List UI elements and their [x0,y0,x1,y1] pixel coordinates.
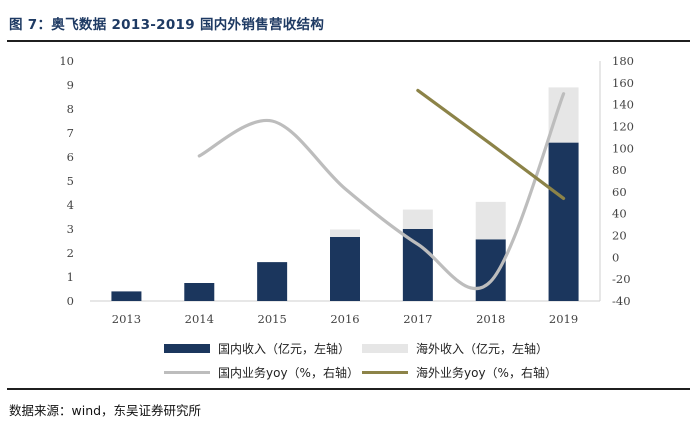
right-axis-tick-label: 40 [612,207,627,221]
figure-title: 图 7：奥飞数据 2013-2019 国内外销售营收结构 [9,17,325,33]
bar-domestic-revenue [402,229,433,301]
right-axis-tick-label: 20 [612,229,627,243]
right-axis-tick-label: 180 [612,54,634,68]
x-axis-tick-label: 2014 [185,312,214,326]
bar-domestic-revenue [111,291,142,301]
x-axis-tick-label: 2015 [258,312,287,326]
left-axis-tick-label: 10 [59,54,74,68]
right-axis-tick-label: 80 [612,163,627,177]
right-axis-tick-label: 120 [612,119,634,133]
bar-overseas-revenue [475,201,506,240]
left-axis-tick-label: 1 [67,270,74,284]
bar-domestic-revenue [548,142,579,301]
right-axis-tick-label: 160 [612,76,634,90]
right-axis-tick-label: -20 [612,272,631,286]
source-note: 数据来源：wind，东吴证券研究所 [9,403,202,418]
x-axis-tick-label: 2018 [476,312,505,326]
bar-domestic-revenue [330,236,360,301]
left-axis-tick-label: 3 [67,222,74,236]
x-axis-tick-label: 2017 [403,312,432,326]
left-axis-tick-label: 5 [67,174,74,188]
left-axis-tick-label: 7 [67,126,74,140]
footer-rule [7,388,690,390]
x-axis-tick-label: 2013 [112,312,141,326]
line-overseas-yoy [416,88,566,201]
left-axis-tick-label: 6 [67,150,74,164]
right-axis-tick-label: -40 [612,294,631,308]
bar-overseas-revenue [330,229,360,237]
bar-overseas-revenue [402,209,433,229]
left-axis-tick-label: 8 [67,102,74,116]
bar-domestic-revenue [257,262,288,301]
left-axis-tick-label: 2 [67,246,74,260]
bar-domestic-revenue [475,239,506,301]
x-axis-tick-label: 2019 [549,312,578,326]
right-axis-tick-label: 60 [612,185,627,199]
left-axis-tick-label: 9 [67,78,74,92]
line-domestic-yoy [197,92,566,291]
x-axis-tick-label: 2016 [330,312,359,326]
left-axis-tick-label: 4 [67,198,74,212]
right-axis-tick-label: 0 [612,250,619,264]
right-axis-tick-label: 140 [612,98,634,112]
title-rule [7,40,690,42]
bar-domestic-revenue [184,283,215,301]
right-axis-tick-label: 100 [612,141,634,155]
left-axis-tick-label: 0 [67,294,74,308]
